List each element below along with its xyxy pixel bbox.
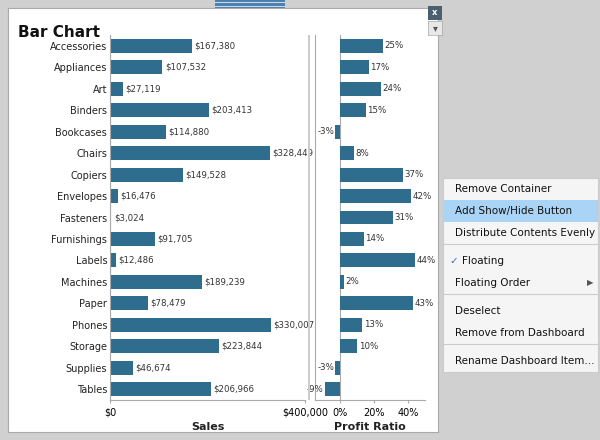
Bar [110,39,191,53]
Bar [110,318,271,332]
Text: Floating: Floating [461,256,503,266]
Text: 37%: 37% [404,170,424,179]
Bar [110,82,123,95]
Bar [340,39,383,53]
Text: ✓: ✓ [449,256,458,266]
Bar [325,382,340,396]
Bar [110,297,148,310]
Text: 42%: 42% [413,191,432,201]
Bar [340,82,381,95]
Text: $328,449: $328,449 [272,149,313,158]
Text: $206,966: $206,966 [213,385,254,394]
Bar [110,382,211,396]
Bar [110,210,112,224]
Text: $114,880: $114,880 [169,127,209,136]
Bar [340,318,362,332]
Bar [340,210,393,224]
Bar [340,232,364,246]
Bar [340,297,413,310]
Bar [340,103,366,117]
Text: 14%: 14% [365,235,385,243]
Text: 13%: 13% [364,320,383,330]
Text: 25%: 25% [384,41,403,50]
Bar [340,168,403,182]
Text: 44%: 44% [416,256,436,265]
Bar [110,168,183,182]
Text: $46,674: $46,674 [135,363,171,372]
X-axis label: Profit Ratio: Profit Ratio [334,422,406,432]
Bar [110,275,202,289]
Text: 10%: 10% [359,342,378,351]
Text: Floating Order: Floating Order [455,278,530,288]
X-axis label: Sales: Sales [191,422,224,432]
Text: 43%: 43% [415,299,434,308]
Text: $12,486: $12,486 [118,256,154,265]
Bar [340,60,369,74]
Text: Remove Container: Remove Container [455,184,552,194]
Text: ▶: ▶ [587,279,593,287]
Bar [340,275,344,289]
Text: $3,024: $3,024 [114,213,144,222]
Text: $149,528: $149,528 [185,170,226,179]
Text: Deselect: Deselect [455,306,501,316]
Bar [110,60,163,74]
Bar [110,232,155,246]
Bar [335,125,340,139]
Bar [110,146,270,160]
Text: Rename Dashboard Item...: Rename Dashboard Item... [455,356,595,366]
Text: 15%: 15% [367,106,386,115]
Text: x: x [433,8,437,18]
Text: $203,413: $203,413 [212,106,253,115]
Text: $27,119: $27,119 [125,84,161,93]
Bar [340,146,354,160]
Text: 8%: 8% [355,149,369,158]
Text: $107,532: $107,532 [165,63,206,72]
Bar [340,253,415,268]
Bar [110,339,219,353]
Bar [110,189,118,203]
Text: 31%: 31% [394,213,413,222]
Text: $330,007: $330,007 [273,320,314,330]
Bar [340,339,358,353]
Text: Remove from Dashboard: Remove from Dashboard [455,328,585,338]
Text: $91,705: $91,705 [157,235,193,243]
Bar [110,253,116,268]
Text: -3%: -3% [317,363,334,372]
Text: $189,239: $189,239 [205,277,245,286]
Text: Bar Chart: Bar Chart [18,25,100,40]
Text: ▾: ▾ [433,23,437,33]
Bar [443,200,598,222]
Text: 24%: 24% [382,84,401,93]
Text: 17%: 17% [371,63,390,72]
Text: Distribute Contents Evenly: Distribute Contents Evenly [455,228,596,238]
Text: 2%: 2% [345,277,359,286]
Text: $167,380: $167,380 [194,41,235,50]
Text: Add Show/Hide Button: Add Show/Hide Button [455,206,572,216]
Bar [110,361,133,375]
Bar [335,361,340,375]
Text: -3%: -3% [317,127,334,136]
Text: $223,844: $223,844 [221,342,263,351]
Text: $78,479: $78,479 [151,299,186,308]
Text: -9%: -9% [307,385,324,394]
Bar [340,189,412,203]
Text: $16,476: $16,476 [121,191,156,201]
Bar [110,125,166,139]
Bar [110,103,209,117]
